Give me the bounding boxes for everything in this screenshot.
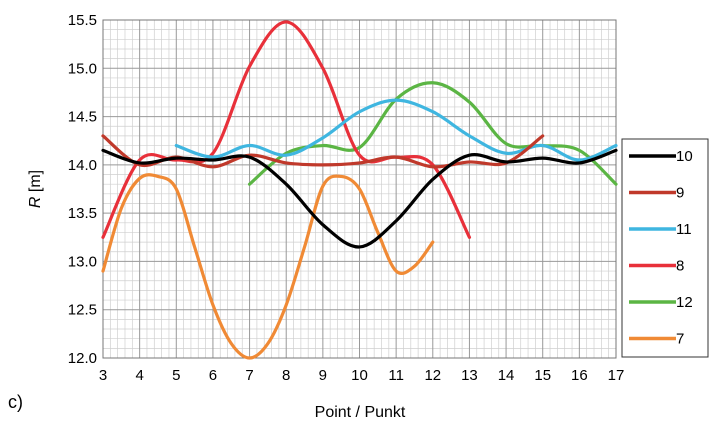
plot-frame: [102, 19, 617, 359]
legend-label-11: 11: [676, 221, 692, 238]
x-tick-label: 17: [608, 367, 625, 384]
y-tick-label: 13.0: [68, 253, 97, 270]
legend: 10 9 11 8 12 7: [629, 148, 693, 348]
y-tick-label: 14.5: [68, 109, 97, 126]
x-tick-label: 9: [319, 367, 327, 384]
legend-label-10: 10: [676, 148, 693, 165]
series-layer: [101, 20, 618, 360]
y-axis-symbol: R: [27, 196, 44, 208]
y-tick-label: 14.0: [68, 157, 97, 174]
series-line-8: [101, 20, 472, 239]
legend-label-9: 9: [676, 185, 684, 202]
y-axis-title: R [m]: [27, 170, 44, 208]
x-tick-label: 12: [424, 367, 441, 384]
y-tick-label: 15.0: [68, 60, 97, 77]
x-axis-title: Point / Punkt: [315, 404, 406, 421]
x-tick-label: 5: [172, 367, 180, 384]
legend-box: [621, 138, 709, 358]
legend-label-12: 12: [676, 294, 693, 311]
y-axis-unit: [m]: [27, 170, 44, 197]
y-tick-labels: 12.0 12.5 13.0 13.5 14.0 14.5 15.0 15.5: [68, 12, 97, 367]
x-tick-label: 3: [99, 367, 107, 384]
x-tick-label: 4: [135, 367, 143, 384]
legend-label-8: 8: [676, 258, 684, 275]
x-tick-labels: 3 4 5 6 7 8 9 10 11 12 13 14 15 16 17: [99, 367, 625, 384]
y-tick-label: 12.5: [68, 302, 97, 319]
y-tick-label: 13.5: [68, 205, 97, 222]
series-line-10: [101, 148, 618, 249]
x-tick-label: 10: [351, 367, 368, 384]
x-tick-label: 14: [498, 367, 515, 384]
y-tick-label: 12.0: [68, 350, 97, 367]
x-tick-label: 7: [245, 367, 253, 384]
y-tick-label: 15.5: [68, 12, 97, 29]
series-line-11: [174, 98, 618, 162]
panel-label: c): [8, 392, 23, 412]
series-line-12: [247, 81, 618, 186]
x-tick-label: 11: [388, 367, 404, 384]
x-tick-label: 16: [571, 367, 588, 384]
x-tick-label: 13: [461, 367, 478, 384]
x-tick-label: 6: [209, 367, 217, 384]
legend-label-7: 7: [676, 331, 684, 348]
x-tick-label: 8: [282, 367, 290, 384]
series-line-7: [101, 173, 435, 360]
x-tick-label: 15: [534, 367, 551, 384]
